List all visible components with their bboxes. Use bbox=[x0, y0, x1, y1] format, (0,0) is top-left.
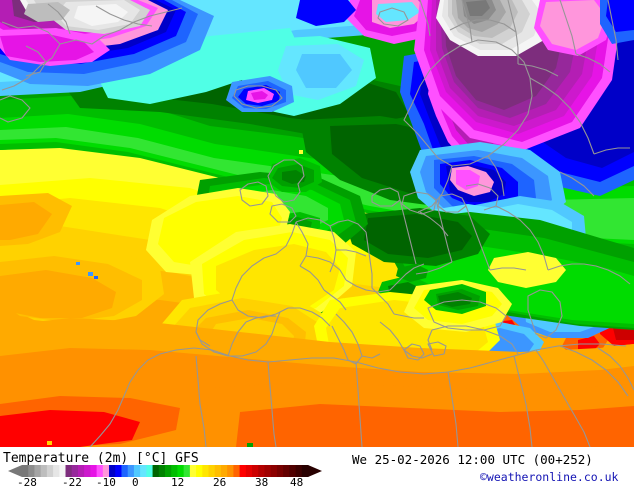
north-blue-notch bbox=[296, 0, 356, 26]
copyright-credit: ©weatheronline.co.uk bbox=[480, 470, 619, 484]
central-blue-core bbox=[296, 54, 352, 88]
colorbar-band--22 bbox=[65, 465, 73, 477]
colorbar-band-16 bbox=[202, 465, 209, 477]
colorbar-band--9 bbox=[109, 465, 116, 477]
colorbar-band--32 bbox=[34, 465, 42, 477]
land-cell-f bbox=[247, 443, 253, 447]
greenland-icecap-d bbox=[24, 2, 70, 22]
nrussia-darkgrey-core bbox=[466, 0, 490, 16]
ocean-cell-d bbox=[47, 441, 52, 445]
colorbar-tick-0: 0 bbox=[132, 476, 139, 489]
anatolia-darkgreen bbox=[438, 292, 472, 307]
colorbar-band--1 bbox=[140, 465, 147, 477]
colorbar-tick--10: -10 bbox=[96, 476, 116, 489]
colorbar-band-22 bbox=[220, 465, 228, 477]
colorbar-band--14 bbox=[90, 465, 98, 477]
colorbar-band--6 bbox=[121, 465, 129, 477]
colorbar-band--36 bbox=[28, 465, 35, 477]
colorbar-tick-26: 26 bbox=[213, 476, 227, 489]
land-cell-e bbox=[299, 150, 303, 154]
colorbar-tick-48: 48 bbox=[290, 476, 304, 489]
iceland-magenta-core bbox=[251, 91, 268, 100]
colorbar-band-1 bbox=[152, 465, 160, 477]
svalbard-cyan-patch bbox=[376, 2, 420, 22]
page-title: Temperature (2m) [°C] GFS bbox=[3, 451, 199, 466]
colorbar-band-0 bbox=[146, 465, 153, 477]
colorbar-band--12 bbox=[96, 465, 104, 477]
poland-darkgreen-core bbox=[364, 214, 472, 258]
colorbar-band-30 bbox=[245, 465, 253, 477]
colorbar-band--20 bbox=[71, 465, 79, 477]
colorbar-band--40 bbox=[22, 465, 29, 477]
colorbar-band-42 bbox=[283, 465, 290, 477]
colorbar-band-44 bbox=[289, 465, 296, 477]
coastline-layer bbox=[0, 0, 634, 447]
colorbar-band-40 bbox=[276, 465, 284, 477]
sahara-hot-core bbox=[236, 404, 634, 447]
colorbar-band--26 bbox=[53, 465, 60, 477]
colorbar-band-4 bbox=[165, 465, 172, 477]
colorbar-band-20 bbox=[214, 465, 222, 477]
temperature-map-svg[interactable] bbox=[0, 0, 634, 447]
caspian-south-yellow bbox=[488, 252, 566, 288]
colorbar-band-2 bbox=[158, 465, 166, 477]
colorbar-band-48 bbox=[301, 465, 309, 477]
colorbar-band--16 bbox=[84, 465, 91, 477]
colorbar-band-36 bbox=[264, 465, 272, 477]
atlantic-sw-warm-3 bbox=[0, 270, 116, 318]
colorbar-band-46 bbox=[295, 465, 303, 477]
ne-pink-inner bbox=[548, 4, 598, 44]
colorbar-band-28 bbox=[239, 465, 247, 477]
colorbar-band-32 bbox=[252, 465, 259, 477]
balkans-green bbox=[396, 264, 428, 282]
colorbar-tick-12: 12 bbox=[171, 476, 185, 489]
ocean-cell-c bbox=[94, 276, 98, 279]
colorbar-band--8 bbox=[115, 465, 122, 477]
colorbar-band--24 bbox=[59, 465, 66, 477]
map-panel[interactable] bbox=[0, 0, 634, 447]
colorbar-band-14 bbox=[196, 465, 203, 477]
colorbar-band-8 bbox=[177, 465, 185, 477]
colorbar-band-38 bbox=[270, 465, 278, 477]
colorbar-right-arrow bbox=[308, 465, 322, 477]
ocean-cell-a bbox=[76, 262, 80, 265]
colorbar-band-6 bbox=[171, 465, 178, 477]
colorbar-band-10 bbox=[183, 465, 191, 477]
colorbar-tick--28: -28 bbox=[17, 476, 37, 489]
atlantic-warm-core bbox=[0, 202, 52, 240]
colorbar-left-arrow bbox=[8, 465, 22, 477]
colorbar-band--28 bbox=[46, 465, 54, 477]
colorbar-band-26 bbox=[233, 465, 241, 477]
colorbar-band-18 bbox=[208, 465, 216, 477]
ocean-cell-b bbox=[88, 272, 93, 276]
colorbar-tick--22: -22 bbox=[62, 476, 82, 489]
colorbar-band-12 bbox=[189, 465, 197, 477]
colorbar-band-34 bbox=[258, 465, 265, 477]
greenland-icecap-c bbox=[74, 4, 128, 26]
colorbar-band--2 bbox=[133, 465, 141, 477]
colorbar[interactable]: -28 -22 -10 0 12 26 38 48 bbox=[0, 464, 330, 490]
morocco-coast-hot-core bbox=[0, 410, 140, 447]
colorbar-tick-38: 38 bbox=[255, 476, 269, 489]
colorbar-band--18 bbox=[77, 465, 85, 477]
colorbar-band--4 bbox=[127, 465, 135, 477]
run-timestamp: We 25-02-2026 12:00 UTC (00+252) bbox=[352, 452, 593, 467]
colorbar-band--10 bbox=[102, 465, 110, 477]
colorbar-swatches[interactable] bbox=[0, 464, 330, 478]
colorbar-band--30 bbox=[40, 465, 48, 477]
colorbar-band-24 bbox=[227, 465, 234, 477]
